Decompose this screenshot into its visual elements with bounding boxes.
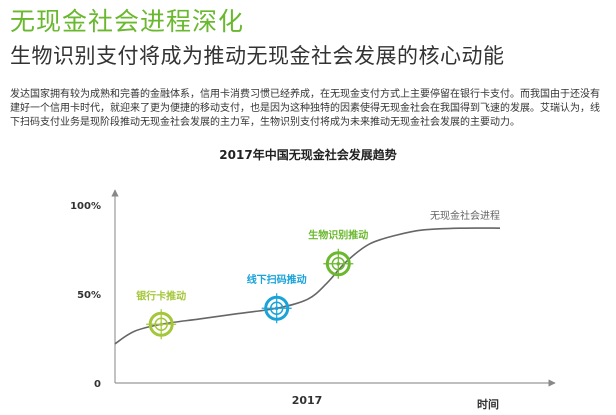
target-icon [323,248,354,279]
annotation-label: 生物识别推动 [308,229,368,242]
y-tick-label: 50% [77,290,101,301]
intro-paragraph: 发达国家拥有较为成熟和完善的金融体系，信用卡消费习惯已经养成，在无现金支付方式上… [10,89,600,128]
x-axis-label: 时间 [477,397,499,411]
y-tick-label: 0 [94,379,101,390]
target-icon [261,293,292,324]
page-subtitle: 生物识别支付将成为推动无现金社会发展的核心动能 [10,44,505,68]
annotation-label: 线下扫码推动 [247,273,307,286]
y-tick-label: 100% [70,201,101,212]
series-label: 无现金社会进程 [430,209,500,222]
x-tick-label: 2017 [292,394,323,407]
chart-title: 2017年中国无现金社会发展趋势 [219,148,397,162]
page-title: 无现金社会进程深化 [10,7,245,36]
target-icon [146,309,177,340]
annotation-label: 银行卡推动 [136,289,186,302]
